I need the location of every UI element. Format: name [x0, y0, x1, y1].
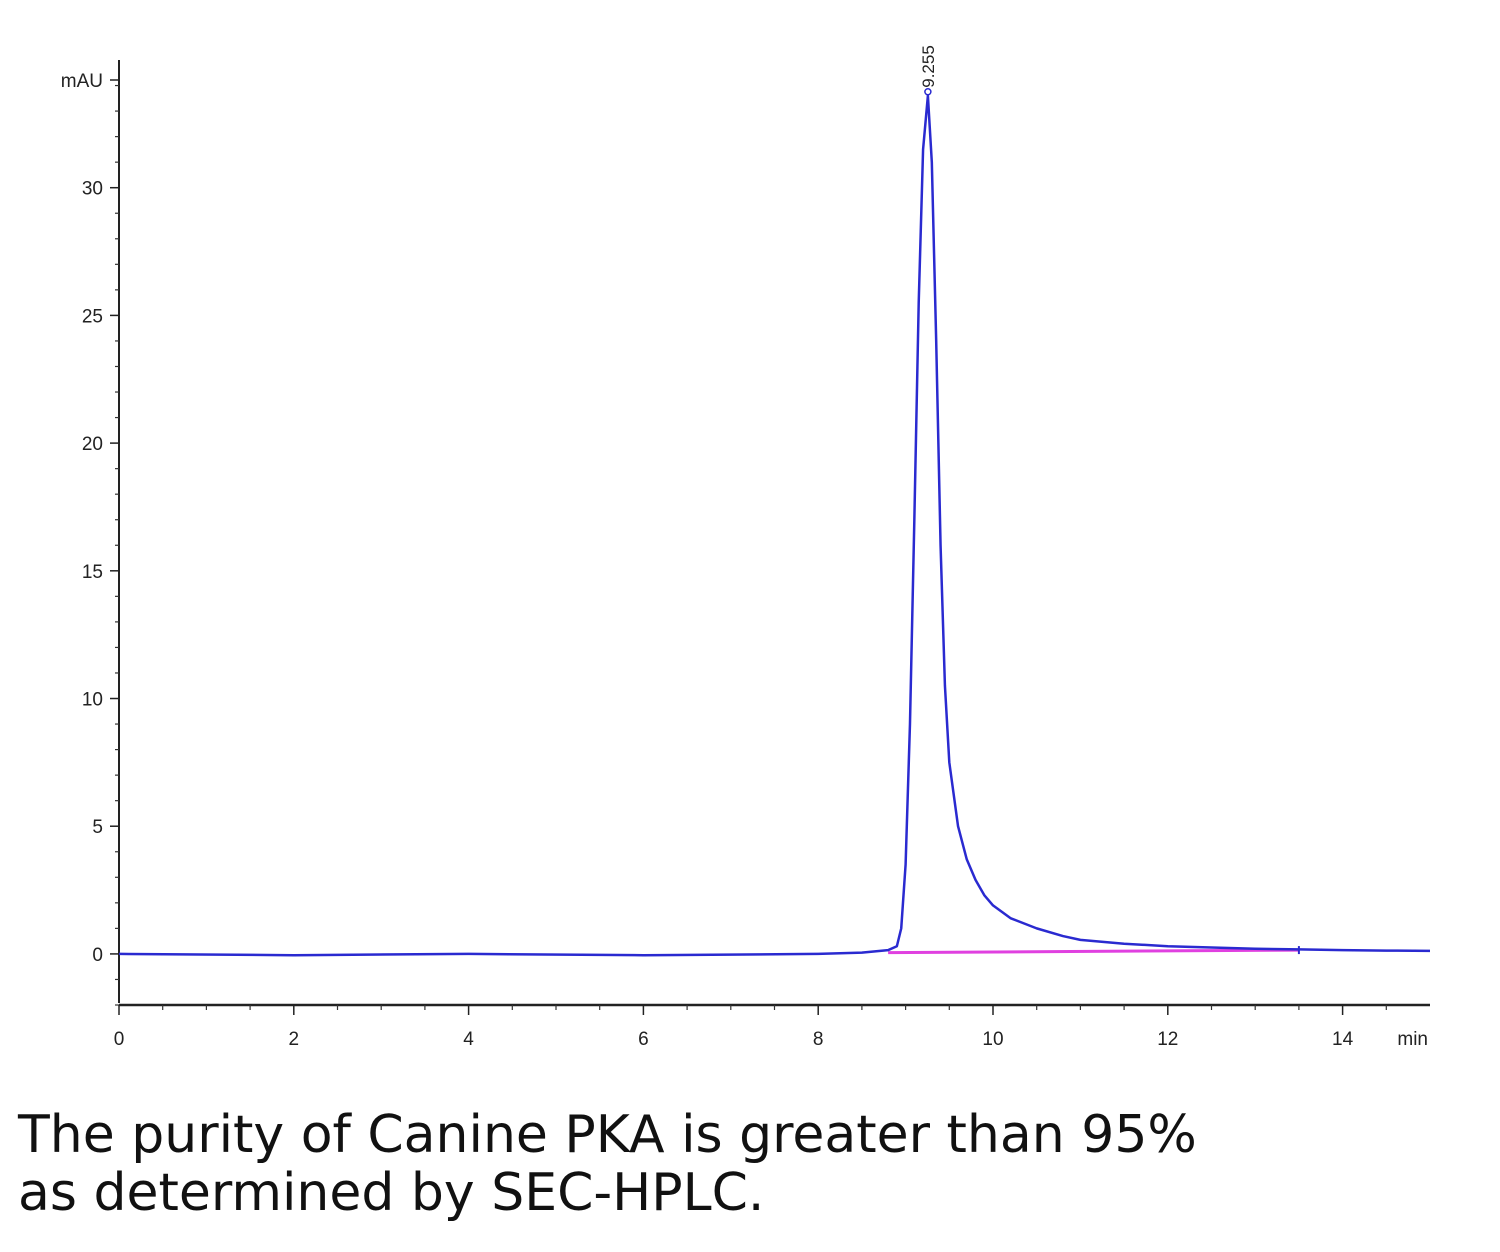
series-layer — [118, 94, 1431, 957]
x-tick-label: 12 — [1157, 1029, 1178, 1050]
y-tick-label: 10 — [82, 690, 103, 711]
x-tick-label: 6 — [638, 1029, 649, 1050]
y-tick-label: 5 — [92, 817, 103, 838]
integration-baseline — [888, 948, 1299, 955]
peak-apex-marker — [924, 88, 932, 96]
peak-retention-label: 9.255 — [919, 45, 938, 88]
y-tick-label: 30 — [82, 179, 103, 200]
y-axis: 0 5 10 15 20 25 30 mAU — [61, 60, 120, 1006]
y-tick-label: 20 — [82, 434, 103, 455]
x-axis-unit-label: min — [1397, 1029, 1428, 1050]
caption-line-2: as determined by SEC-HPLC. — [18, 1163, 765, 1223]
y-tick-label: 25 — [82, 306, 103, 327]
x-tick-label: 0 — [114, 1029, 125, 1050]
caption-line-1: The purity of Canine PKA is greater than… — [18, 1105, 1197, 1165]
figure-caption: The purity of Canine PKA is greater than… — [18, 1106, 1478, 1222]
chromatogram-chart: 0 5 10 15 20 25 30 mAU 0 2 4 6 8 10 12 14 min 9.255 — [61, 45, 1431, 1050]
x-tick-label: 2 — [289, 1029, 300, 1050]
x-axis: 0 2 4 6 8 10 12 14 min — [114, 1003, 1430, 1050]
annotations: 9.255 — [919, 45, 938, 96]
x-tick-label: 14 — [1332, 1029, 1354, 1050]
y-axis-unit-label: mAU — [61, 71, 103, 92]
chromatogram-trace — [118, 94, 1431, 957]
y-tick-label: 15 — [82, 562, 103, 583]
y-tick-label: 0 — [92, 945, 103, 966]
x-tick-label: 4 — [463, 1029, 474, 1050]
x-tick-label: 8 — [813, 1029, 824, 1050]
x-tick-label: 10 — [982, 1029, 1003, 1050]
